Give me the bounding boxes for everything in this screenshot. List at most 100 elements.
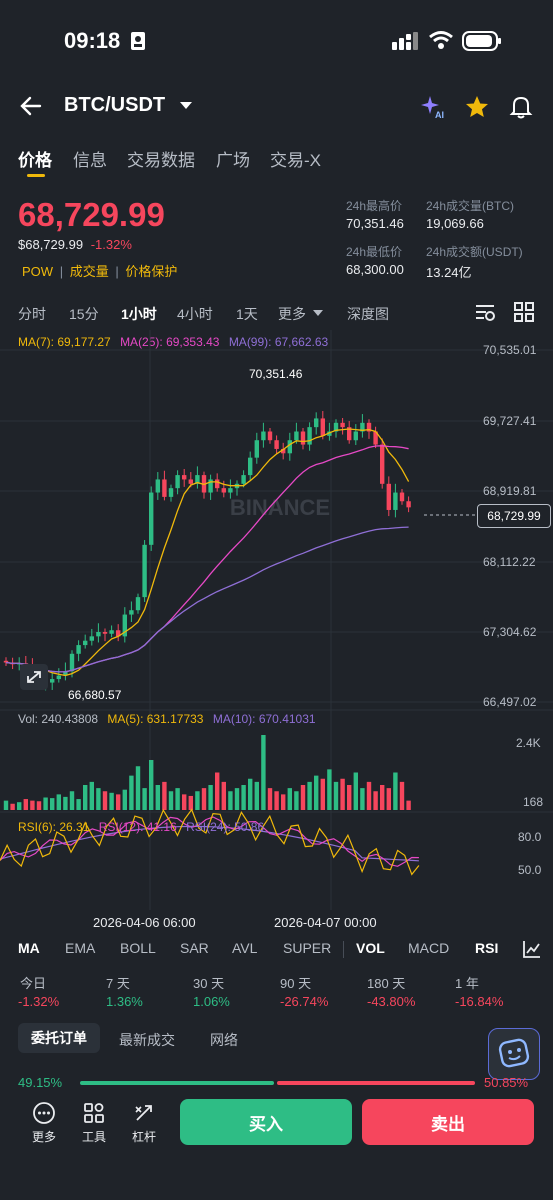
volume-bar	[135, 766, 141, 810]
candle-body	[129, 610, 134, 615]
tab-square[interactable]: 广场	[216, 151, 250, 170]
interval-1d[interactable]: 1天	[236, 306, 258, 322]
interval-4h[interactable]: 4小时	[177, 306, 213, 322]
indicator-chart-icon[interactable]	[522, 939, 542, 959]
candle-body	[393, 492, 398, 510]
price-change: -1.32%	[90, 237, 132, 252]
status-time: 09:18	[64, 28, 121, 53]
candle-body	[215, 479, 220, 489]
candle-body	[76, 645, 81, 654]
sell-button[interactable]: 卖出	[362, 1099, 534, 1145]
back-arrow-icon[interactable]	[20, 96, 42, 116]
volume-bar	[30, 800, 35, 810]
volume-bar	[314, 775, 319, 810]
volume-bar	[221, 781, 226, 810]
volume-bar	[267, 788, 273, 810]
candle-body	[340, 422, 345, 428]
ai-sparkle-icon[interactable]: AI	[420, 94, 446, 120]
battery-icon	[462, 31, 501, 51]
bell-icon[interactable]	[508, 94, 534, 120]
indicator-avl[interactable]: AVL	[232, 940, 258, 956]
stat-low: 68,300.00	[346, 262, 404, 277]
candle-body	[109, 630, 114, 634]
volume-bar	[353, 772, 358, 810]
volume-bar	[215, 772, 220, 810]
volume-bar	[83, 785, 88, 810]
pair-title[interactable]: BTC/USDT	[64, 94, 166, 116]
price-axis-3: 68,919.81	[483, 484, 537, 498]
leverage-label: 杠杆	[131, 1130, 156, 1144]
ma25-line	[5, 445, 409, 673]
indicator-ema[interactable]: EMA	[65, 940, 96, 956]
candle-body	[208, 479, 213, 493]
volume-legend: Vol: 240.43808 MA(5): 631.17733 MA(10): …	[18, 712, 316, 726]
tag-volume[interactable]: 成交量	[69, 264, 109, 279]
tab-network[interactable]: 网络	[210, 1032, 238, 1048]
tag-pow[interactable]: POW	[22, 264, 54, 279]
volume-bar	[43, 797, 48, 810]
volume-bar	[360, 788, 365, 810]
last-price: 68,729.99	[18, 196, 165, 233]
indicator-ma[interactable]: MA	[18, 940, 40, 956]
tab-trading-data[interactable]: 交易数据	[127, 151, 195, 170]
buy-ratio-bar	[80, 1081, 274, 1085]
indicator-divider	[343, 941, 344, 958]
caret-down-icon[interactable]	[180, 102, 192, 110]
stat-low-label: 24h最低价	[346, 245, 403, 259]
volume-bar	[201, 788, 207, 810]
candle-body	[50, 679, 55, 683]
indicator-macd[interactable]: MACD	[408, 940, 450, 956]
candle-body	[294, 431, 299, 441]
indicator-super[interactable]: SUPER	[283, 940, 332, 956]
indicator-rsi[interactable]: RSI	[475, 940, 499, 956]
buy-button[interactable]: 买入	[180, 1099, 352, 1145]
interval-15m[interactable]: 15分	[69, 306, 99, 322]
expand-button[interactable]	[20, 664, 48, 690]
candle-body	[267, 431, 273, 441]
grid-layout-icon[interactable]	[514, 302, 534, 322]
more-tool[interactable]: 更多	[24, 1102, 64, 1145]
current-price-tag: 68,729.99	[477, 504, 551, 528]
volume-bar	[228, 791, 233, 810]
tab-latest-trades[interactable]: 最新成交	[119, 1032, 175, 1048]
indicator-sar[interactable]: SAR	[180, 940, 209, 956]
stat-high-label: 24h最高价	[346, 199, 403, 213]
candlestick-chart[interactable]: BINANCE	[0, 330, 553, 930]
volume-bar	[182, 794, 187, 810]
chart-settings-icon[interactable]	[474, 302, 496, 322]
tools-tool[interactable]: 工具	[74, 1102, 114, 1145]
time-axis-2: 2026-04-07 00:00	[274, 915, 377, 930]
candle-body	[287, 440, 292, 454]
volume-bar	[320, 778, 325, 810]
candle-body	[56, 675, 61, 680]
rsi6-label: RSI(6): 26.31	[18, 820, 90, 834]
vol-axis-top: 2.4K	[516, 736, 541, 750]
sell-ratio-bar	[277, 1081, 475, 1085]
interval-1h[interactable]: 1小时	[121, 306, 157, 322]
interval-more[interactable]: 更多	[278, 306, 306, 322]
volume-bar	[142, 788, 147, 810]
more-caret-icon[interactable]	[313, 310, 323, 317]
volume-bar	[89, 781, 94, 810]
ma99-line	[5, 526, 409, 673]
price-axis-1: 70,535.01	[483, 343, 537, 357]
low-marker: 66,680.57	[68, 688, 122, 702]
indicator-vol[interactable]: VOL	[356, 940, 385, 956]
tab-info[interactable]: 信息	[73, 151, 107, 170]
volume-bar	[274, 791, 279, 810]
ma25-label: MA(25): 69,353.43	[120, 335, 220, 349]
volume-bar	[406, 800, 411, 810]
ai-assistant-button[interactable]	[488, 1028, 540, 1080]
volume-bar	[162, 781, 167, 810]
interval-line[interactable]: 分时	[18, 306, 46, 322]
interval-depth[interactable]: 深度图	[347, 306, 389, 322]
indicator-boll[interactable]: BOLL	[120, 940, 156, 956]
tab-orders[interactable]: 委托订单	[18, 1023, 100, 1053]
tab-trade-x[interactable]: 交易-X	[270, 151, 321, 170]
leverage-tool[interactable]: 杠杆	[124, 1102, 164, 1145]
tab-price[interactable]: 价格	[18, 151, 52, 170]
candle-body	[155, 479, 160, 493]
tag-price-protection[interactable]: 价格保护	[125, 264, 178, 279]
favorite-star-icon[interactable]	[464, 94, 490, 120]
candle-body	[188, 479, 193, 484]
